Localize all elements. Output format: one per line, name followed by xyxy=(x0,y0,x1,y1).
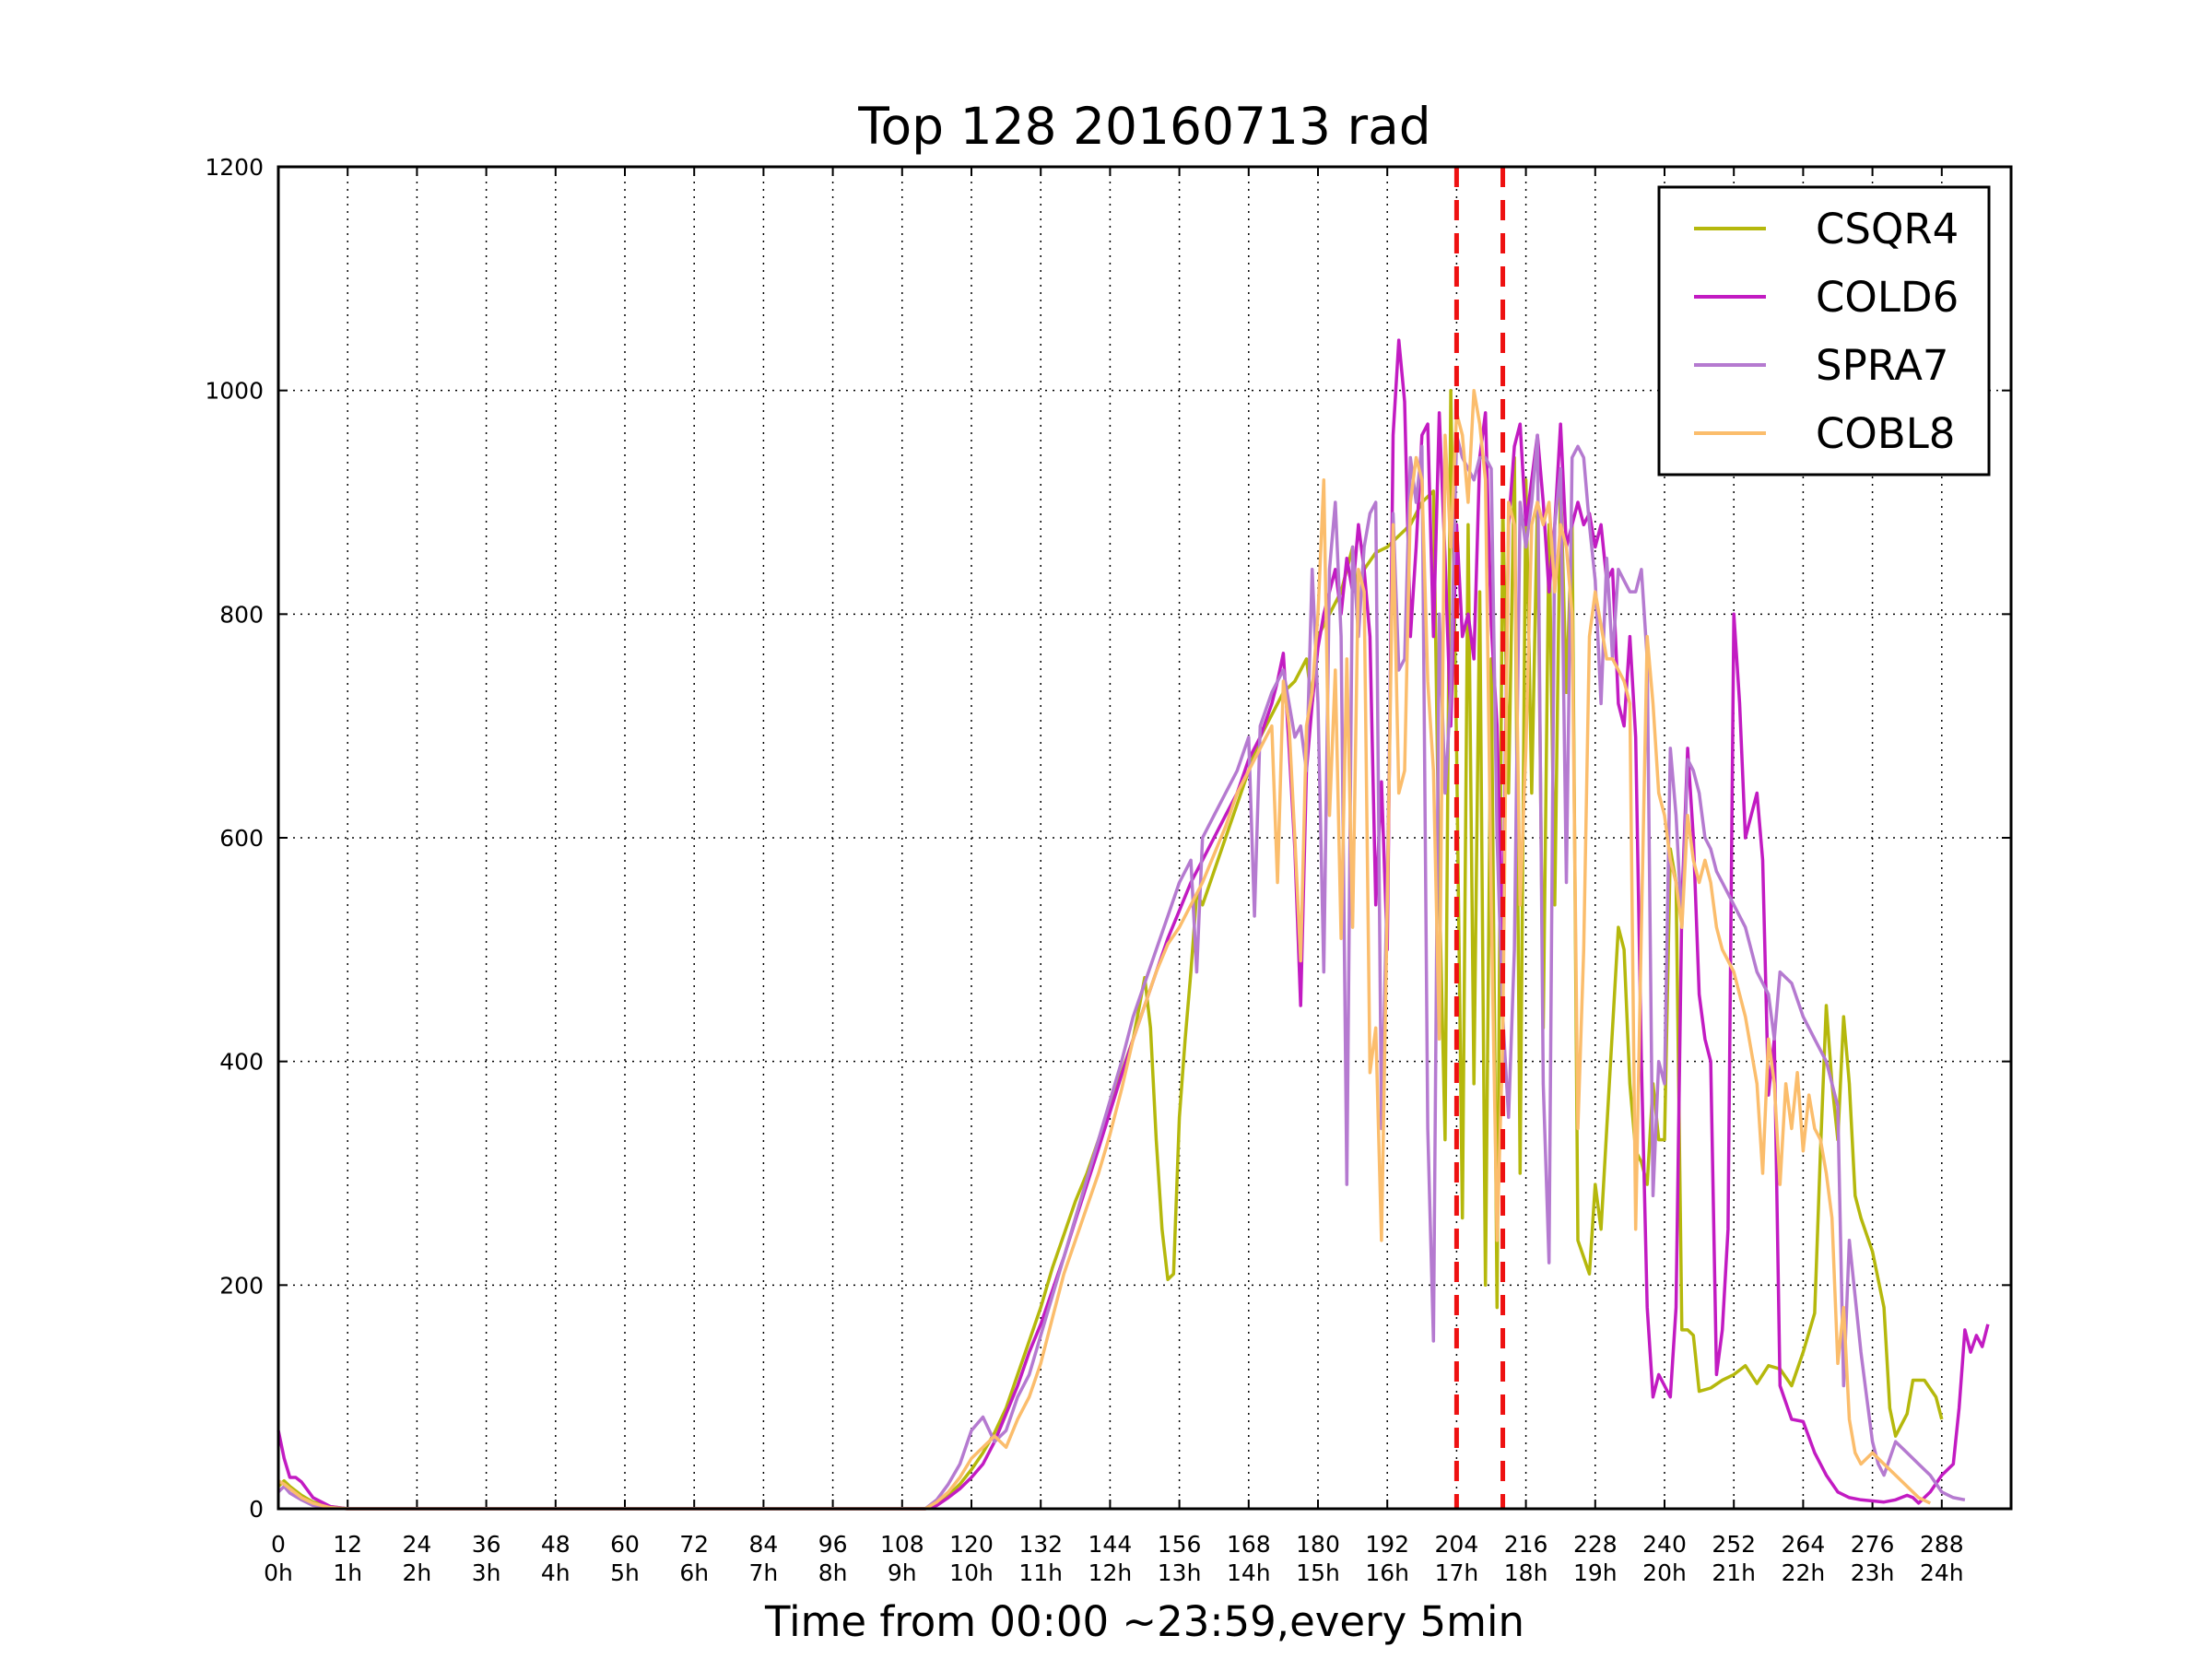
x-tick-label: 252 xyxy=(1712,1531,1756,1558)
x-tick-label: 84 xyxy=(748,1531,778,1558)
x-tick-label: 48 xyxy=(541,1531,571,1558)
x-tick-label: 240 xyxy=(1642,1531,1687,1558)
y-tick-label: 1200 xyxy=(205,154,264,181)
x-tick-sublabel: 6h xyxy=(679,1559,709,1586)
x-tick-label: 0 xyxy=(271,1531,286,1558)
x-tick-label: 96 xyxy=(818,1531,848,1558)
x-tick-sublabel: 15h xyxy=(1296,1559,1340,1586)
x-tick-sublabel: 3h xyxy=(472,1559,501,1586)
x-tick-label: 132 xyxy=(1018,1531,1063,1558)
x-tick-label: 180 xyxy=(1296,1531,1340,1558)
x-tick-label: 228 xyxy=(1573,1531,1618,1558)
x-tick-label: 192 xyxy=(1365,1531,1409,1558)
x-tick-sublabel: 19h xyxy=(1573,1559,1618,1586)
x-tick-sublabel: 20h xyxy=(1642,1559,1687,1586)
series-line-spra7 xyxy=(276,433,1966,1511)
x-tick-sublabel: 7h xyxy=(749,1559,779,1586)
tick-layer: 00h121h242h363h484h605h726h847h968h1089h… xyxy=(205,154,2011,1586)
x-tick-sublabel: 8h xyxy=(818,1559,848,1586)
y-tick-label: 200 xyxy=(219,1272,264,1299)
series-line-cobl8 xyxy=(277,388,1932,1511)
x-tick-sublabel: 10h xyxy=(949,1559,994,1586)
x-tick-sublabel: 5h xyxy=(610,1559,640,1586)
x-tick-sublabel: 16h xyxy=(1365,1559,1409,1586)
x-tick-sublabel: 14h xyxy=(1227,1559,1271,1586)
x-tick-label: 24 xyxy=(402,1531,431,1558)
series-line-csqr4 xyxy=(276,388,1944,1511)
x-tick-label: 72 xyxy=(679,1531,709,1558)
x-tick-sublabel: 12h xyxy=(1088,1559,1133,1586)
x-tick-label: 288 xyxy=(1920,1531,1964,1558)
x-tick-label: 204 xyxy=(1435,1531,1479,1558)
x-tick-sublabel: 24h xyxy=(1920,1559,1964,1586)
legend-label: COBL8 xyxy=(1816,409,1955,458)
x-tick-sublabel: 13h xyxy=(1158,1559,1202,1586)
x-tick-label: 12 xyxy=(333,1531,362,1558)
x-tick-label: 264 xyxy=(1782,1531,1826,1558)
x-tick-sublabel: 18h xyxy=(1504,1559,1548,1586)
chart-title: Top 128 20160713 rad xyxy=(857,97,1430,156)
legend-box xyxy=(1657,185,1991,477)
legend: CSQR4 COLD6 SPRA7 COBL8 xyxy=(1657,185,1991,477)
series-layer xyxy=(276,338,1990,1511)
x-tick-label: 60 xyxy=(610,1531,640,1558)
x-axis-label: Time from 00:00 ~23:59,every 5min xyxy=(764,1597,1524,1646)
x-tick-sublabel: 9h xyxy=(888,1559,917,1586)
x-tick-sublabel: 23h xyxy=(1851,1559,1895,1586)
legend-label: COLD6 xyxy=(1816,273,1959,322)
x-tick-sublabel: 22h xyxy=(1782,1559,1826,1586)
x-tick-label: 108 xyxy=(880,1531,924,1558)
y-tick-label: 1000 xyxy=(205,378,264,405)
y-tick-label: 0 xyxy=(249,1496,264,1523)
marker-layer xyxy=(1453,167,1506,1509)
x-tick-sublabel: 11h xyxy=(1018,1559,1063,1586)
y-tick-label: 400 xyxy=(219,1049,264,1076)
series-line-cold6 xyxy=(276,338,1990,1511)
x-tick-label: 276 xyxy=(1851,1531,1895,1558)
x-tick-label: 144 xyxy=(1088,1531,1133,1558)
legend-label: CSQR4 xyxy=(1816,205,1959,253)
x-tick-label: 120 xyxy=(949,1531,994,1558)
x-tick-sublabel: 2h xyxy=(403,1559,432,1586)
x-tick-sublabel: 17h xyxy=(1435,1559,1479,1586)
x-tick-sublabel: 0h xyxy=(264,1559,293,1586)
x-tick-label: 156 xyxy=(1158,1531,1202,1558)
y-tick-label: 600 xyxy=(219,825,264,852)
x-tick-label: 216 xyxy=(1504,1531,1548,1558)
x-tick-label: 168 xyxy=(1227,1531,1271,1558)
x-tick-sublabel: 4h xyxy=(541,1559,571,1586)
legend-label: SPRA7 xyxy=(1816,341,1949,390)
plot-frame xyxy=(276,165,2013,1511)
x-tick-label: 36 xyxy=(472,1531,501,1558)
x-tick-sublabel: 21h xyxy=(1712,1559,1756,1586)
y-tick-label: 800 xyxy=(219,601,264,628)
x-tick-sublabel: 1h xyxy=(333,1559,362,1586)
